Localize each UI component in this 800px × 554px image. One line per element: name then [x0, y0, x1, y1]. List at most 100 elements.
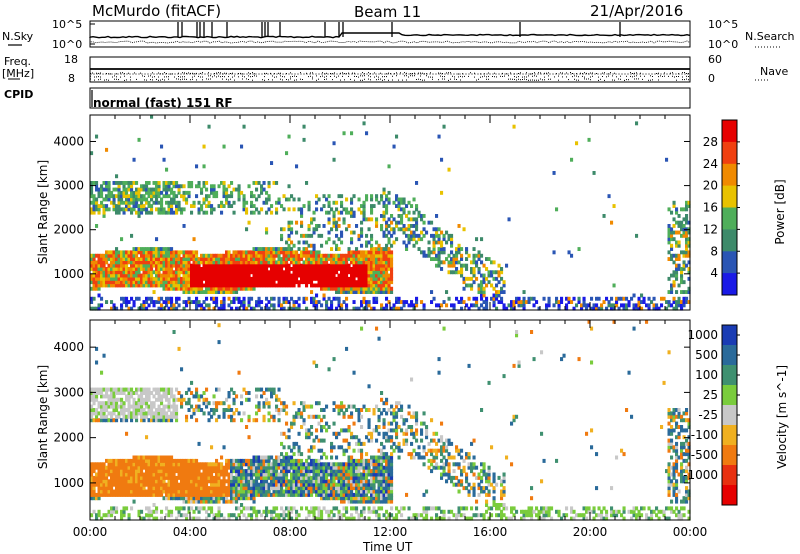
power-cell	[230, 276, 234, 281]
power-cell	[370, 260, 374, 265]
power-cell	[440, 230, 444, 235]
velocity-cell	[152, 414, 156, 419]
power-cell	[327, 267, 331, 271]
power-cell	[612, 303, 616, 308]
power-cell	[142, 187, 146, 192]
power-cell	[322, 270, 326, 275]
velocity-cell	[190, 414, 194, 419]
velocity-cell	[152, 387, 156, 392]
velocity-cell	[202, 462, 206, 467]
power-cell	[117, 190, 121, 195]
power-cell	[205, 260, 209, 265]
power-cell	[227, 250, 231, 255]
velocity-cell	[270, 465, 274, 470]
power-cell	[682, 253, 686, 258]
power-cell	[117, 181, 121, 185]
power-cell	[670, 273, 674, 278]
power-cell	[210, 260, 214, 265]
power-cell	[335, 263, 339, 268]
power-cell	[180, 267, 184, 271]
power-cell	[635, 303, 639, 308]
power-cell	[370, 194, 374, 199]
power-cell	[357, 253, 361, 258]
power-cell	[282, 273, 286, 278]
nave-dot	[264, 79, 265, 81]
power-cell	[147, 276, 151, 281]
power-cell	[105, 253, 109, 258]
velocity-cell	[115, 465, 119, 470]
nave-dot	[636, 78, 637, 80]
power-cell	[382, 280, 386, 285]
power-cell	[127, 197, 131, 202]
power-cell	[272, 296, 276, 301]
power-cell	[172, 257, 176, 261]
nave-dot	[108, 79, 109, 81]
power-cell	[590, 306, 594, 311]
nave-dot	[244, 76, 245, 78]
velocity-cell	[90, 513, 94, 518]
velocity-cell	[190, 404, 194, 409]
velocity-cell	[115, 469, 119, 474]
power-cell	[182, 290, 186, 294]
power-cell	[277, 273, 281, 278]
velocity-cell	[262, 475, 266, 480]
velocity-cell	[122, 408, 126, 412]
power-cell	[320, 257, 324, 261]
power-cell	[247, 296, 251, 301]
velocity-cell	[165, 414, 169, 419]
power-cell	[372, 283, 376, 288]
power-cell	[477, 250, 481, 255]
velocity-cell	[120, 509, 124, 514]
velocity-cell	[150, 391, 154, 395]
power-cell	[342, 270, 346, 275]
power-cell	[315, 260, 319, 265]
power-cell	[162, 257, 166, 261]
velocity-cell	[107, 469, 111, 474]
velocity-cell	[182, 506, 186, 511]
velocity-cell	[162, 479, 166, 484]
velocity-cell	[202, 496, 206, 501]
velocity-cell	[130, 458, 134, 463]
power-cell	[627, 303, 631, 308]
power-cell	[495, 293, 499, 298]
velocity-cell	[175, 492, 179, 497]
power-cell	[385, 270, 389, 275]
power-cell	[185, 300, 189, 304]
nave-dot	[362, 79, 363, 81]
velocity-cell	[210, 465, 214, 470]
power-cell	[177, 200, 181, 205]
power-cell	[147, 273, 151, 278]
nave-dot	[578, 79, 579, 81]
power-cell	[437, 247, 441, 251]
nave-dot	[222, 76, 223, 77]
velocity-cell	[95, 411, 99, 416]
nave-dot	[116, 73, 117, 75]
power-cell	[280, 237, 284, 242]
power-cell	[90, 253, 94, 258]
power-cell	[265, 230, 269, 235]
velocity-cell	[210, 506, 214, 511]
power-cell	[312, 217, 316, 222]
power-cell	[385, 263, 389, 268]
power-cell	[280, 227, 284, 232]
power-cell	[265, 303, 269, 308]
power-cell	[437, 233, 441, 238]
power-cell	[202, 283, 206, 288]
power-cell	[352, 280, 356, 285]
power-cell	[245, 286, 249, 291]
velocity-cell	[110, 482, 114, 487]
power-cell	[417, 214, 421, 218]
nave-dot	[202, 79, 203, 81]
power-cell	[157, 247, 161, 251]
power-cell	[157, 296, 161, 301]
velocity-cell	[200, 462, 204, 467]
velocity-cell	[235, 465, 239, 470]
power-cell	[160, 267, 164, 271]
velocity-cell	[255, 469, 259, 474]
nave-dot	[562, 76, 563, 78]
power-cell	[347, 253, 351, 258]
velocity-cell	[127, 391, 131, 395]
power-cell	[235, 283, 239, 288]
velocity-cell	[195, 465, 199, 470]
nave-dot	[94, 76, 95, 78]
